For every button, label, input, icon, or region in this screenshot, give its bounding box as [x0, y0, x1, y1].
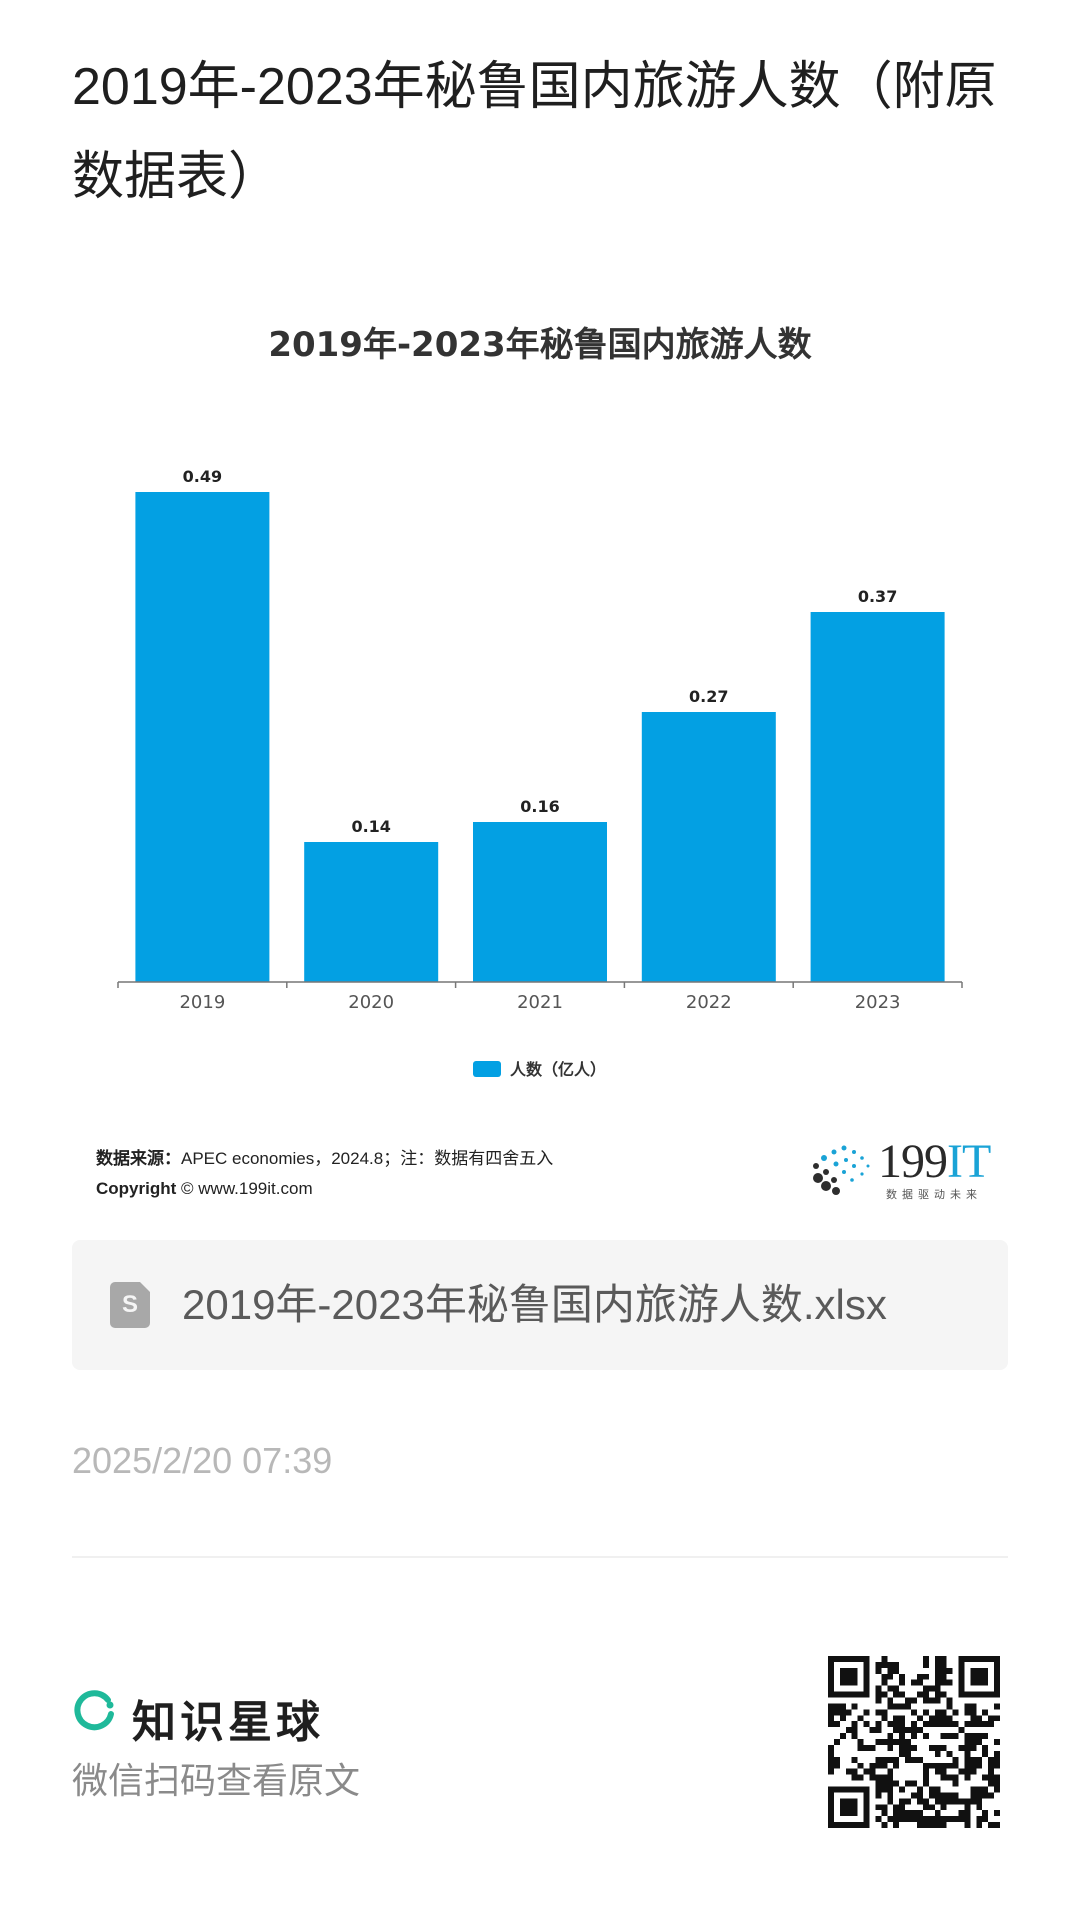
legend-swatch: [473, 1061, 501, 1077]
file-name: 2019年-2023年秘鲁国内旅游人数.xlsx: [182, 1281, 887, 1328]
logo-tagline: 数据驱动未来: [886, 1189, 982, 1201]
brand-name: 知识星球: [132, 1698, 324, 1747]
bar-2022: [641, 712, 776, 982]
attachment-file-card[interactable]: S 2019年-2023年秘鲁国内旅游人数.xlsx: [72, 1240, 1008, 1370]
spreadsheet-file-icon: S: [110, 1282, 150, 1328]
data-label-2021: 0.16: [520, 797, 559, 816]
x-tick-label-2021: 2021: [517, 992, 563, 1013]
data-source-note: 数据来源：APEC economies，2024.8；注：数据有四舍五入 Cop…: [96, 1144, 553, 1204]
x-tick-label-2022: 2022: [686, 992, 732, 1013]
logo-text-accent: IT: [947, 1135, 991, 1188]
bar-2019: [135, 492, 270, 982]
data-label-2020: 0.14: [351, 817, 390, 836]
bar-chart-svg: 2019年-2023年秘鲁国内旅游人数 0.49 0.14 0.16 0.27 0.37…: [117, 325, 963, 1079]
bar-2020: [304, 842, 439, 982]
data-label-2023: 0.37: [858, 587, 897, 606]
ring-logo-icon: [74, 1690, 114, 1731]
bar-2021: [473, 822, 607, 982]
scan-cta: 微信扫码查看原文: [72, 1760, 361, 1801]
x-tick-label-2019: 2019: [179, 992, 225, 1013]
chart-title: 2019年-2023年秘鲁国内旅游人数: [268, 325, 811, 365]
page-title: 2019年-2023年秘鲁国内旅游人数（附原数据表）: [72, 58, 997, 206]
source-label: 数据来源：: [96, 1149, 181, 1168]
post-date: 2025/2/20 07:39: [72, 1440, 333, 1481]
logo-text-main: 199: [878, 1135, 948, 1188]
legend-label: 人数（亿人）: [510, 1060, 606, 1079]
data-label-2019: 0.49: [183, 467, 222, 486]
qr-code-icon[interactable]: [828, 1656, 1000, 1828]
logo-dots-icon: [813, 1145, 870, 1195]
copyright-label: Copyright: [96, 1179, 177, 1198]
199it-logo: 199IT 数据驱动未来: [808, 1134, 998, 1206]
x-tick-label-2020: 2020: [348, 992, 394, 1013]
chart-legend: 人数（亿人）: [473, 1060, 606, 1079]
divider: [72, 1556, 1008, 1558]
data-label-2022: 0.27: [689, 687, 728, 706]
copyright-url: www.199it.com: [198, 1179, 313, 1198]
copyright-symbol: ©: [181, 1179, 194, 1198]
bar-2023: [810, 612, 945, 982]
bar-chart: 2019年-2023年秘鲁国内旅游人数 0.49 0.14 0.16 0.27 0.37…: [0, 300, 1080, 1100]
x-tick-label-2023: 2023: [855, 992, 901, 1013]
source-text: APEC economies，2024.8；注：数据有四舍五入: [181, 1149, 554, 1168]
